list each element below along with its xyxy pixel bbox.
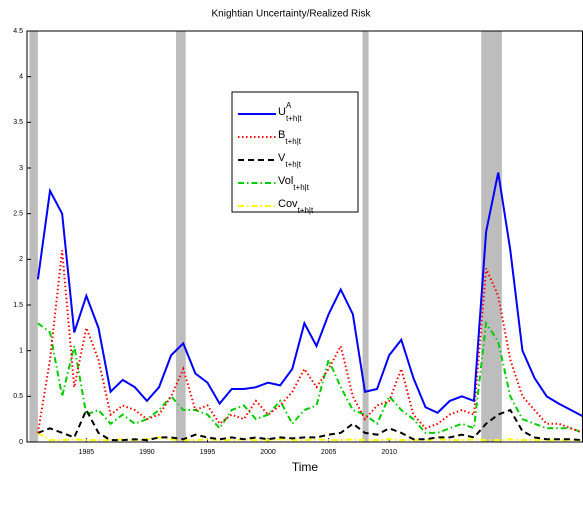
series-line bbox=[36, 250, 583, 434]
recession-band bbox=[481, 31, 502, 442]
legend-label: Bt+h|t bbox=[278, 129, 302, 146]
legend-sub: t+h|t bbox=[286, 114, 302, 123]
y-tick-label: 2 bbox=[19, 256, 23, 263]
legend-label: Covt+h|t bbox=[278, 198, 314, 215]
legend-sub: t+h|t bbox=[293, 183, 309, 192]
series-line bbox=[36, 172, 583, 418]
y-tick-label: 2.5 bbox=[13, 211, 23, 218]
legend-label: Vt+h|t bbox=[278, 152, 302, 169]
x-tick-label: 1985 bbox=[79, 449, 95, 456]
legend-box bbox=[231, 91, 359, 213]
x-tick-label: 2000 bbox=[260, 449, 276, 456]
recession-band bbox=[362, 31, 369, 442]
y-tick-label: 1.5 bbox=[13, 302, 23, 309]
recession-band bbox=[175, 31, 186, 442]
y-tick-label: 4.5 bbox=[13, 28, 23, 35]
y-tick-label: 0.5 bbox=[13, 393, 23, 400]
legend-label: Volt+h|t bbox=[278, 175, 310, 192]
legend-name: U bbox=[278, 106, 286, 118]
y-tick-label: 0 bbox=[19, 439, 23, 446]
x-axis-label: Time bbox=[292, 460, 319, 474]
legend-label: UA t+h|t bbox=[278, 101, 302, 123]
series-line bbox=[37, 407, 583, 442]
legend-name: B bbox=[278, 129, 285, 141]
x-tick-label: 1995 bbox=[200, 449, 216, 456]
legend-name: Vol bbox=[278, 175, 293, 187]
chart-title: Knightian Uncertainty/Realized Risk bbox=[212, 9, 372, 20]
legend-sub: t+h|t bbox=[285, 137, 301, 146]
legend-sub: t+h|t bbox=[298, 206, 314, 215]
legend-name: V bbox=[278, 152, 286, 164]
legend-name: Cov bbox=[278, 198, 298, 210]
series-line bbox=[37, 320, 583, 434]
legend-sup: A bbox=[286, 101, 292, 110]
x-tick-label: 1990 bbox=[139, 449, 155, 456]
legend-sub: t+h|t bbox=[285, 160, 301, 169]
y-tick-label: 1 bbox=[19, 348, 23, 355]
x-tick-label: 2005 bbox=[321, 449, 337, 456]
y-tick-label: 3 bbox=[19, 165, 23, 172]
y-tick-label: 3.5 bbox=[13, 119, 23, 126]
recession-band bbox=[29, 31, 38, 442]
y-tick-label: 4 bbox=[19, 74, 23, 81]
x-tick-label: 2010 bbox=[381, 449, 397, 456]
series-line bbox=[37, 432, 583, 442]
